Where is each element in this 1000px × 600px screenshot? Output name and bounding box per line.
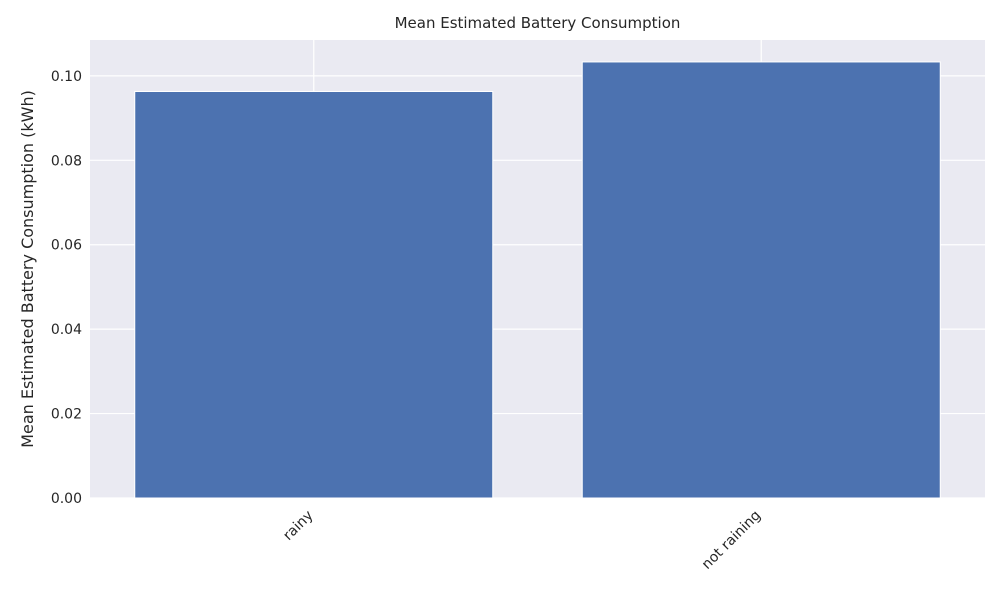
- y-axis-label: Mean Estimated Battery Consumption (kWh): [18, 90, 37, 448]
- chart-title: Mean Estimated Battery Consumption: [395, 14, 681, 32]
- y-tick-label: 0.00: [51, 491, 82, 507]
- y-tick-label: 0.08: [51, 153, 82, 169]
- x-tick-label: not raining: [699, 508, 764, 573]
- y-tick-label: 0.02: [51, 407, 82, 423]
- y-axis-ticks: 0.00 0.02 0.04 0.06 0.08 0.10: [51, 69, 82, 507]
- bar-not-raining: [581, 61, 941, 499]
- bar-rainy: [134, 90, 494, 499]
- x-tick-label: rainy: [280, 508, 316, 544]
- x-axis-ticks: rainy not raining: [280, 508, 764, 573]
- bars: [134, 61, 941, 499]
- y-tick-label: 0.04: [51, 322, 82, 338]
- y-tick-label: 0.10: [51, 69, 82, 85]
- y-tick-label: 0.06: [51, 238, 82, 254]
